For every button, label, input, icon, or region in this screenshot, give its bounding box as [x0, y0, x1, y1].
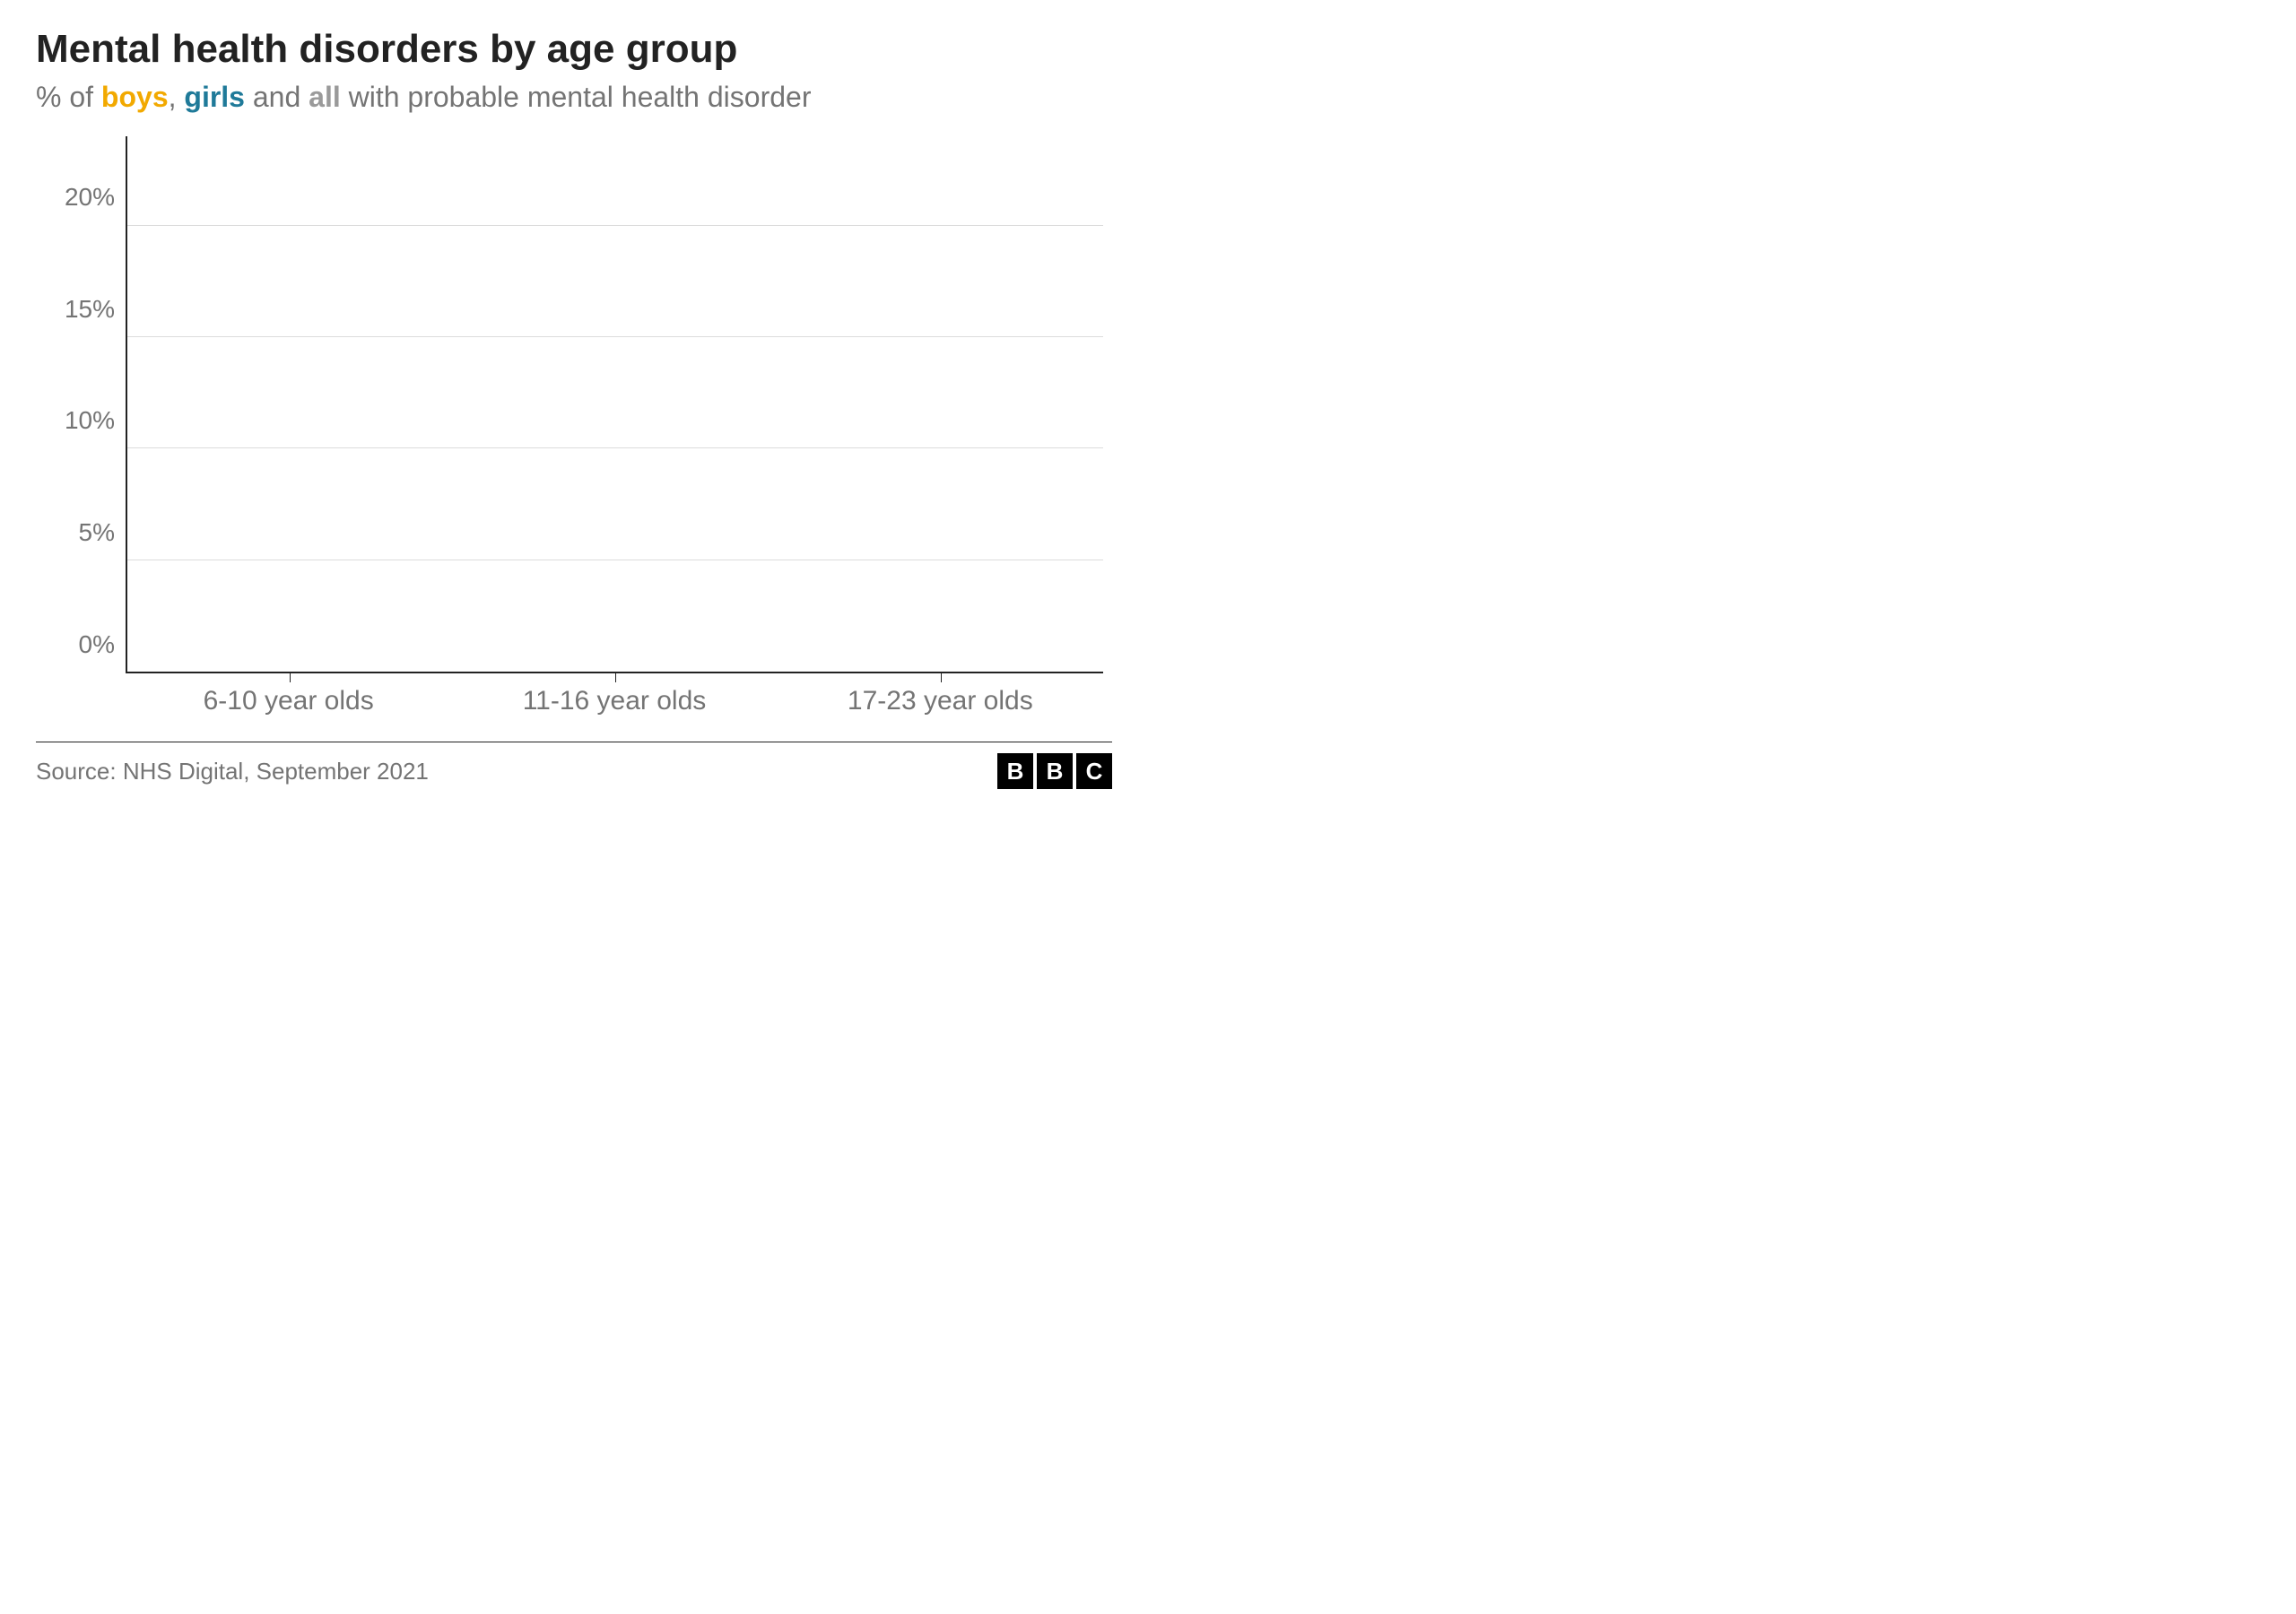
- y-tick-label: 20%: [65, 183, 115, 212]
- chart-title: Mental health disorders by age group: [36, 27, 1112, 72]
- y-tick-label: 10%: [65, 406, 115, 435]
- x-axis-label: 17-23 year olds: [778, 686, 1103, 716]
- subtitle-suffix: with probable mental health disorder: [341, 81, 812, 113]
- gridline: [127, 336, 1103, 337]
- chart-subtitle: % of boys, girls and all with probable m…: [36, 81, 1112, 114]
- subtitle-sep2: and: [245, 81, 309, 113]
- x-axis-labels: 6-10 year olds11-16 year olds17-23 year …: [126, 686, 1103, 716]
- bar-groups: [127, 136, 1103, 672]
- y-tick-label: 15%: [65, 295, 115, 324]
- chart-footer: Source: NHS Digital, September 2021 BBC: [36, 742, 1112, 789]
- legend-boys: boys: [101, 81, 169, 113]
- subtitle-prefix: % of: [36, 81, 101, 113]
- x-tick: [615, 672, 616, 682]
- legend-girls: girls: [184, 81, 245, 113]
- chart-area: 0% 5% 10% 15% 20%: [45, 136, 1103, 673]
- gridline: [127, 447, 1103, 448]
- subtitle-sep1: ,: [169, 81, 185, 113]
- y-tick-label: 0%: [79, 630, 115, 659]
- y-axis: 0% 5% 10% 15% 20%: [45, 136, 126, 673]
- logo-letter: C: [1076, 753, 1112, 789]
- source-text: Source: NHS Digital, September 2021: [36, 758, 429, 785]
- y-tick-label: 5%: [79, 518, 115, 547]
- x-tick: [290, 672, 291, 682]
- gridline: [127, 225, 1103, 226]
- plot-area: [126, 136, 1103, 673]
- x-tick: [941, 672, 942, 682]
- logo-letter: B: [997, 753, 1033, 789]
- bbc-logo: BBC: [997, 753, 1112, 789]
- x-axis-label: 11-16 year olds: [451, 686, 777, 716]
- x-axis-label: 6-10 year olds: [126, 686, 451, 716]
- legend-all: all: [309, 81, 341, 113]
- logo-letter: B: [1037, 753, 1073, 789]
